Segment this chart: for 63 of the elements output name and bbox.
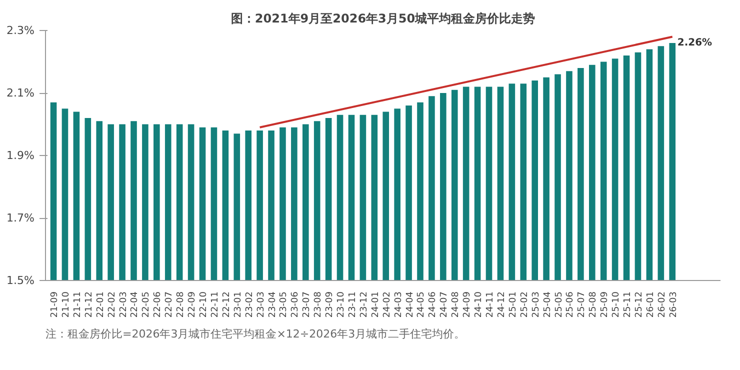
- x-tick-label: 24-09: [462, 291, 473, 318]
- x-tick-label: 23-10: [336, 291, 347, 318]
- x-tick-label: 24-02: [382, 291, 392, 318]
- x-tick-label: 22-01: [96, 291, 106, 318]
- y-tick-label: 1.9%: [6, 149, 35, 162]
- x-tick-label: 24-07: [440, 291, 450, 318]
- x-tick-label: 25-09: [600, 291, 610, 318]
- chart-title: 图：2021年9月至2026年3月50城平均租金房价比走势: [230, 12, 536, 26]
- x-tick-label: 25-06: [566, 291, 576, 318]
- x-tick-label: 24-03: [394, 291, 404, 318]
- x-tick-label: 25-08: [588, 291, 599, 318]
- x-tick-label: 25-01: [508, 291, 518, 318]
- x-tick-label: 22-10: [199, 291, 210, 318]
- x-tick-label: 25-07: [577, 291, 588, 318]
- x-tick-label: 25-03: [531, 291, 542, 318]
- y-tick-label: 1.5%: [6, 274, 35, 287]
- x-tick-label: 22-08: [176, 291, 186, 318]
- x-tick-label: 21-12: [84, 291, 94, 318]
- x-tick-label: 23-03: [256, 291, 266, 318]
- x-tick-label: 23-02: [244, 291, 255, 318]
- x-tick-label: 22-05: [142, 291, 152, 318]
- x-tick-label: 22-02: [107, 291, 118, 318]
- x-tick-label: 23-01: [233, 291, 244, 318]
- x-tick-label: 24-06: [428, 291, 438, 318]
- x-tick-label: 23-07: [302, 291, 312, 318]
- x-tick-label: 22-06: [153, 291, 164, 318]
- x-tick-label: 25-10: [612, 291, 622, 318]
- x-tick-label: 22-04: [130, 291, 140, 318]
- x-tick-label: 24-08: [451, 291, 462, 318]
- x-tick-label: 25-04: [542, 291, 553, 318]
- x-tick-label: 25-05: [554, 291, 564, 318]
- x-tick-label: 23-05: [279, 291, 290, 318]
- x-tick-label: 22-09: [188, 291, 198, 318]
- x-tick-label: 23-06: [290, 291, 301, 318]
- x-tick-label: 25-12: [634, 291, 644, 318]
- x-tick-label: 23-04: [268, 291, 278, 318]
- x-tick-label: 26-03: [668, 291, 679, 318]
- text: 注：租金房价比=2026年3月城市住宅平均租金×12÷2026年3月城市二手住宅均价。: [46, 328, 466, 340]
- x-tick-label: 22-11: [210, 291, 220, 318]
- x-tick-label: 22-07: [164, 291, 175, 318]
- y-tick-label: 2.3%: [6, 24, 35, 37]
- x-tick-label: 22-03: [118, 291, 129, 318]
- x-tick-label: 26-01: [646, 291, 656, 318]
- x-tick-label: 25-02: [520, 291, 530, 318]
- x-tick-label: 21-09: [50, 291, 60, 318]
- x-tick-label: 23-11: [348, 291, 358, 318]
- x-tick-label: 21-11: [72, 291, 83, 318]
- x-tick-label: 24-11: [486, 291, 496, 318]
- x-tick-label: 25-11: [623, 291, 634, 318]
- x-tick-label: 21-10: [61, 291, 72, 318]
- x-tick-label: 23-09: [325, 291, 336, 318]
- x-tick-label: 22-12: [222, 291, 232, 318]
- x-tick-label: 24-12: [496, 291, 507, 318]
- x-tick-label: 26-02: [657, 291, 668, 318]
- y-tick-label: 2.1%: [6, 86, 35, 100]
- x-tick-label: 23-08: [314, 291, 324, 318]
- x-tick-label: 24-10: [474, 291, 484, 318]
- y-tick-label: 1.7%: [6, 212, 35, 224]
- x-tick-label: 24-04: [405, 291, 416, 318]
- x-tick-label: 23-12: [359, 291, 370, 318]
- x-tick-label: 24-05: [416, 291, 427, 318]
- x-tick-label: 24-01: [370, 291, 381, 318]
- annotation: 2.26%: [677, 38, 712, 48]
